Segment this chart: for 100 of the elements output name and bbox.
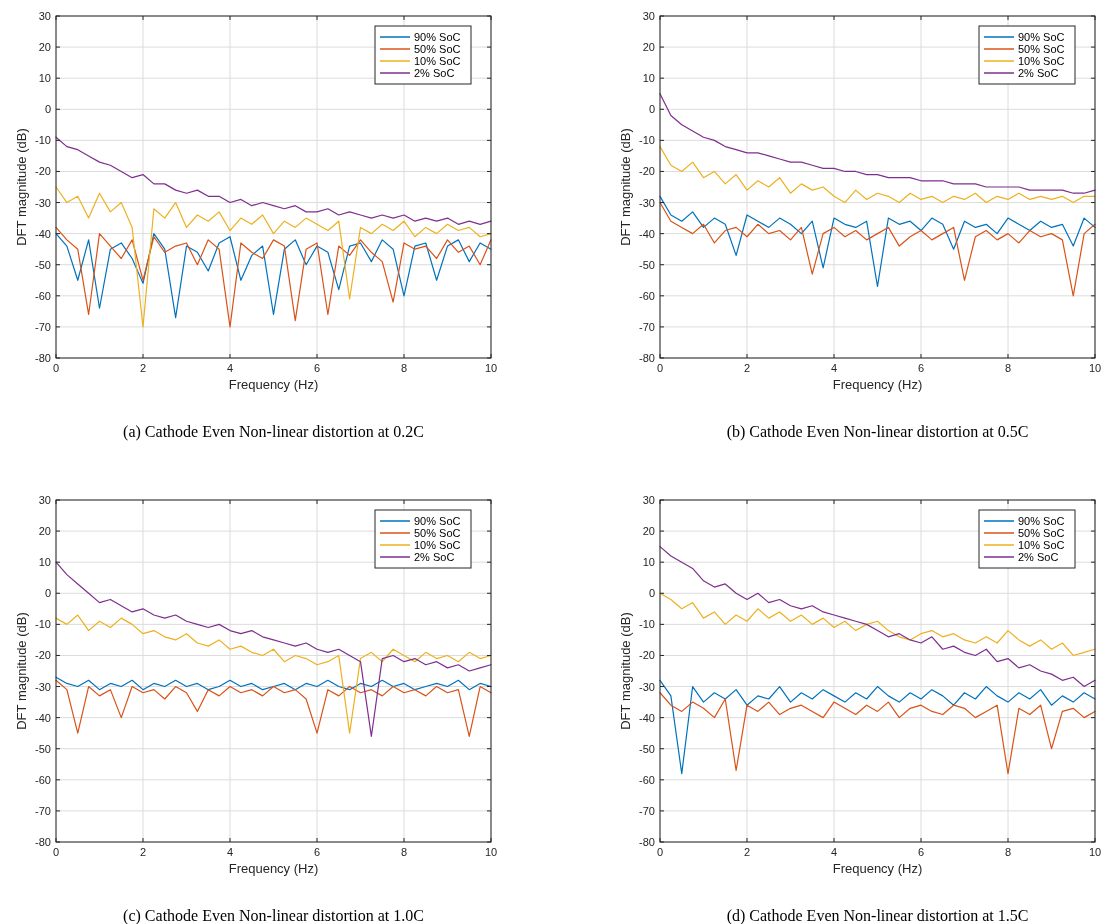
x-tick-label: 2 (139, 362, 147, 374)
y-axis-title: DFT magnitude (dB) (618, 128, 633, 246)
line-series (55, 186, 492, 328)
y-tick-label: -10 (35, 618, 51, 631)
text: (a) Cathode Even Non-linear distortion at 0.2C (123, 423, 424, 441)
line-series (55, 136, 492, 225)
y-tick-label: 0 (44, 103, 51, 116)
line-series (55, 676, 492, 691)
x-tick-label: 10 (484, 846, 498, 858)
y-tick-label: -10 (639, 618, 655, 631)
y-tick-label: 10 (38, 556, 51, 569)
line-series (55, 614, 492, 734)
y-tick-label: -80 (35, 836, 51, 848)
x-tick-label: 0 (52, 846, 60, 858)
y-tick-label: -30 (639, 196, 655, 209)
line-series (55, 561, 492, 737)
y-tick-label: -20 (35, 649, 51, 662)
x-tick-label: 2 (139, 846, 147, 858)
x-tick-label: 0 (656, 362, 664, 374)
y-tick-label: 20 (642, 525, 655, 538)
legend-label: 50% SoC (1018, 527, 1065, 539)
legend-label: 10% SoC (1018, 55, 1065, 67)
y-tick-label: -30 (639, 680, 655, 693)
y-tick-label: -20 (639, 165, 655, 178)
y-tick-label: -80 (639, 836, 655, 848)
x-axis-title: Frequency (Hz) (228, 861, 319, 876)
y-tick-label: -40 (35, 227, 51, 240)
y-tick-label: 10 (38, 72, 51, 85)
x-tick-label: 0 (52, 362, 60, 374)
x-axis-title: Frequency (Hz) (228, 377, 319, 392)
legend-label: 2% SoC (1018, 67, 1059, 79)
y-axis-title: DFT magnitude (dB) (618, 612, 633, 730)
x-tick-label: 4 (830, 846, 838, 858)
y-tick-label: -70 (35, 320, 51, 333)
x-tick-label: 0 (656, 846, 664, 858)
y-tick-label: 30 (38, 10, 51, 22)
y-tick-label: -40 (35, 711, 51, 724)
legend-label: 50% SoC (414, 527, 461, 539)
y-tick-label: 10 (642, 556, 655, 569)
y-tick-label: -20 (639, 649, 655, 662)
y-tick-label: 0 (648, 587, 655, 600)
legend-label: 90% SoC (1018, 31, 1065, 43)
legend-label: 2% SoC (414, 67, 455, 79)
legend-label: 10% SoC (1018, 539, 1065, 551)
y-axis-title: DFT magnitude (dB) (14, 128, 29, 246)
x-tick-label: 8 (400, 846, 408, 858)
y-tick-label: 20 (38, 41, 51, 54)
legend-label: 10% SoC (414, 55, 461, 67)
x-tick-label: 2 (743, 846, 751, 858)
y-tick-label: -40 (639, 711, 655, 724)
legend-label: 10% SoC (414, 539, 461, 551)
y-tick-label: -60 (35, 289, 51, 302)
y-tick-label: -60 (639, 773, 655, 786)
y-tick-label: 30 (642, 494, 655, 506)
y-tick-label: 10 (642, 72, 655, 85)
y-tick-label: -10 (35, 134, 51, 147)
y-tick-label: -30 (35, 196, 51, 209)
y-tick-label: -70 (35, 804, 51, 817)
y-tick-label: -20 (35, 165, 51, 178)
y-tick-label: -50 (639, 742, 655, 755)
y-tick-label: -60 (35, 773, 51, 786)
x-axis-title: Frequency (Hz) (832, 861, 923, 876)
x-tick-label: 6 (917, 846, 925, 858)
y-tick-label: 0 (648, 103, 655, 116)
legend-label: 90% SoC (414, 31, 461, 43)
line-series (55, 679, 492, 737)
x-tick-label: 6 (313, 362, 321, 374)
y-axis-title: DFT magnitude (dB) (14, 612, 29, 730)
line-series (659, 145, 1096, 204)
y-tick-label: -80 (639, 352, 655, 364)
x-tick-label: 10 (484, 362, 498, 374)
y-tick-label: 20 (642, 41, 655, 54)
x-tick-label: 6 (313, 846, 321, 858)
legend-label: 50% SoC (414, 43, 461, 55)
y-tick-label: -10 (639, 134, 655, 147)
x-tick-label: 2 (743, 362, 751, 374)
y-tick-label: -70 (639, 804, 655, 817)
legend-label: 2% SoC (1018, 551, 1059, 563)
y-tick-label: -50 (35, 742, 51, 755)
line-series (659, 592, 1096, 657)
text: (d) Cathode Even Non-linear distortion at 1.5C (726, 907, 1029, 924)
y-tick-label: 30 (38, 494, 51, 506)
y-tick-label: -50 (35, 258, 51, 271)
x-tick-label: 8 (1004, 362, 1012, 374)
y-tick-label: -50 (639, 258, 655, 271)
x-tick-label: 4 (226, 362, 234, 374)
y-tick-label: -80 (35, 352, 51, 364)
y-tick-label: -40 (639, 227, 655, 240)
y-tick-label: 20 (38, 525, 51, 538)
legend-label: 90% SoC (414, 515, 461, 527)
x-tick-label: 8 (400, 362, 408, 374)
legend-label: 2% SoC (414, 551, 455, 563)
x-tick-label: 4 (830, 362, 838, 374)
x-tick-label: 10 (1088, 362, 1102, 374)
x-tick-label: 8 (1004, 846, 1012, 858)
y-tick-label: 30 (642, 10, 655, 22)
text: (b) Cathode Even Non-linear distortion at 0.5C (726, 423, 1029, 441)
x-tick-label: 6 (917, 362, 925, 374)
legend-label: 90% SoC (1018, 515, 1065, 527)
y-tick-label: 0 (44, 587, 51, 600)
